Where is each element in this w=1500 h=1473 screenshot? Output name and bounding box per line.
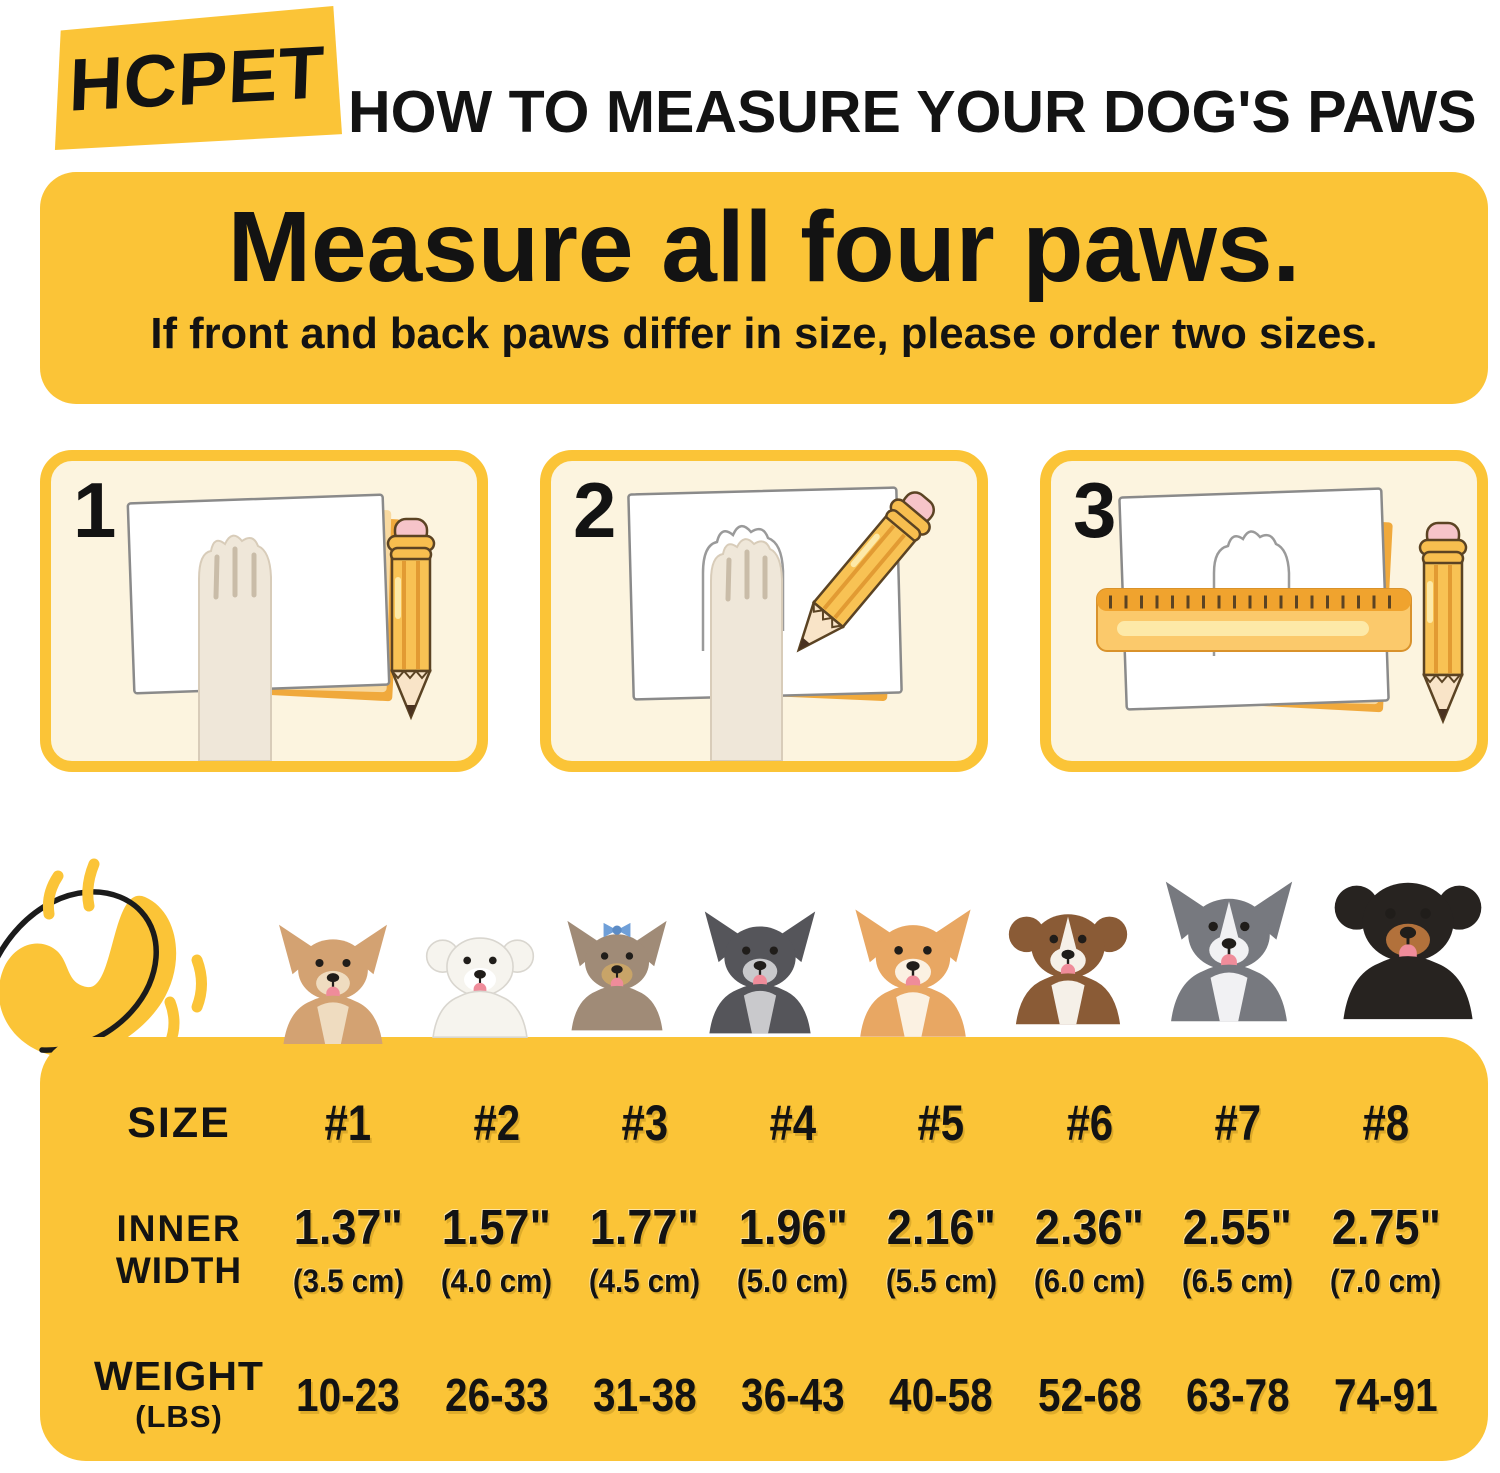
paw-swoosh-icon [0,858,207,1057]
inner-width-value-7: 2.55" (6.5 cm) [1181,1200,1294,1299]
weight-value-6: 52-68 [1037,1368,1142,1421]
size-chart: SIZE #1 #2 #3 #4 #5 #6 #7 #8 INNER WIDTH 1.37"(… [40,1037,1488,1461]
hair-bow-icon [603,922,631,938]
weight-label-line1: WEIGHT [94,1353,264,1400]
ruler-icon [1096,588,1412,652]
weight-row: WEIGHT (LBS) 10-23 26-33 31-38 36-43 40-58 52… [84,1329,1460,1461]
size-value-5: #5 [917,1094,965,1151]
shiba-inu-photo [855,909,971,1037]
weight-value-2: 26-33 [444,1368,549,1421]
rottweiler-photo [1334,882,1482,1020]
step-number: 1 [73,466,117,554]
dog-photo-chihuahua [262,918,404,1044]
step-number: 3 [1073,466,1117,554]
dog-photo-shiba-inu [841,895,985,1044]
size-value-4: #4 [769,1094,817,1151]
weight-label-line2: (LBS) [135,1399,223,1435]
inner-width-value-4: 1.96" (5.0 cm) [737,1200,849,1299]
weight-value-5: 40-58 [889,1368,993,1421]
size-value-2: #2 [473,1094,520,1151]
brand-name: HCPET [67,29,327,127]
size-row-label: SIZE [127,1098,231,1147]
inner-width-value-5: 2.16" (5.5 cm) [885,1200,997,1299]
dog-photo-bichon-frise [416,911,544,1044]
paw-on-paper-illustration [126,493,436,761]
size-row: SIZE #1 #2 #3 #4 #5 #6 #7 #8 [84,1067,1460,1179]
page-title: HOW TO MEASURE YOUR DOG'S PAWS [348,78,1477,145]
banner-subheading: If front and back paws differ in size, p… [150,309,1378,358]
ruler-measuring-illustration [1096,487,1468,723]
miniature-schnauzer-photo [704,911,816,1034]
chihuahua-photo [279,924,387,1044]
measuring-steps: 1 2 [40,450,1488,772]
dog-photo-alaskan-malamute [1150,851,1308,1044]
size-value-1: #1 [324,1094,372,1151]
inner-width-label-line2: WIDTH [115,1249,243,1291]
inner-width-value-3: 1.77" (4.5 cm) [588,1200,701,1299]
size-value-6: #6 [1066,1094,1113,1151]
weight-row-label: WEIGHT (LBS) [84,1354,274,1435]
brand-logo: HCPET [52,6,342,150]
weight-value-7: 63-78 [1185,1368,1290,1421]
inner-width-value-2: 1.57" (4.0 cm) [440,1200,553,1299]
bichon-frise-photo [425,937,534,1039]
measure-banner: Measure all four paws. If front and back… [40,172,1488,404]
dog-photo-rottweiler [1320,830,1496,1044]
alaskan-malamute-photo [1166,881,1293,1022]
step-card-2: 2 [540,450,988,772]
step-number: 2 [573,466,617,554]
weight-value-1: 10-23 [296,1368,400,1421]
banner-heading: Measure all four paws. [227,191,1301,303]
size-value-8: #8 [1362,1094,1410,1151]
inner-width-label-line1: INNER [116,1208,242,1250]
size-value-7: #7 [1214,1094,1261,1151]
step-card-1: 1 [40,450,488,772]
australian-shepherd-photo [1008,914,1127,1025]
weight-value-4: 36-43 [741,1368,845,1421]
step-card-3: 3 [1040,450,1488,772]
inner-width-value-1: 1.37" (3.5 cm) [292,1200,404,1299]
yorkshire-terrier-photo [567,920,668,1031]
tracing-paw-illustration [627,481,946,761]
dog-photo-australian-shepherd [997,872,1139,1044]
dog-lineup [262,824,1496,1044]
dog-photo-miniature-schnauzer [691,894,829,1044]
inner-width-row-label: INNER WIDTH [84,1208,274,1291]
dog-photo-yorkshire-terrier [555,901,679,1044]
size-value-3: #3 [621,1094,668,1151]
inner-width-row: INNER WIDTH 1.37" (3.5 cm) 1.57" (4.0 cm) 1.… [84,1179,1460,1321]
inner-width-value-8: 2.75" (7.0 cm) [1330,1200,1442,1299]
logo-background-shape [54,6,342,150]
weight-value-3: 31-38 [592,1368,697,1421]
inner-width-value-6: 2.36" (6.0 cm) [1033,1200,1146,1299]
weight-value-8: 74-91 [1334,1368,1438,1421]
